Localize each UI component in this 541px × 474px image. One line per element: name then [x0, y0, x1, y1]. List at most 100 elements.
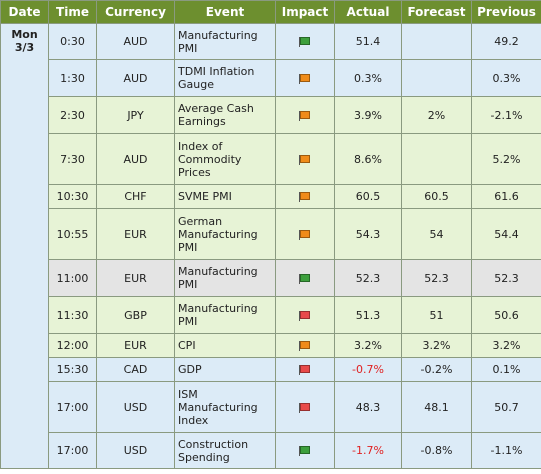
impact-cell	[275, 432, 335, 469]
previous-cell: 50.6	[471, 296, 541, 334]
table-row: 2:30 JPY Average Cash Earnings 3.9% 2% -2.1%	[0, 96, 541, 134]
event-cell[interactable]: TDMI Inflation Gauge	[174, 59, 276, 97]
table-row: 17:00 USD ISM Manufacturing Index 48.3 48.1 5…	[0, 381, 541, 433]
header-time[interactable]: Time	[48, 0, 97, 24]
actual-cell: -0.7%	[334, 357, 402, 382]
event-cell[interactable]: German Manufacturing PMI	[174, 208, 276, 260]
previous-cell: 0.1%	[471, 357, 541, 382]
impact-flag-icon	[299, 273, 311, 284]
time-cell: 12:00	[48, 333, 97, 358]
currency-cell: EUR	[96, 208, 175, 260]
actual-cell: -1.7%	[334, 432, 402, 469]
time-cell: 17:00	[48, 432, 97, 469]
impact-cell	[275, 333, 335, 358]
currency-cell: CHF	[96, 184, 175, 209]
forecast-cell	[401, 23, 472, 60]
event-cell[interactable]: Average Cash Earnings	[174, 96, 276, 134]
currency-cell: AUD	[96, 23, 175, 60]
currency-cell: CAD	[96, 357, 175, 382]
impact-flag-icon	[299, 154, 311, 165]
header-forecast[interactable]: Forecast	[401, 0, 472, 24]
table-row: 12:00 EUR CPI 3.2% 3.2% 3.2%	[0, 333, 541, 358]
table-row: 10:55 EUR German Manufacturing PMI 54.3 54 54…	[0, 208, 541, 260]
table-row: Mon 3/3 0:30 AUD Manufacturing PMI 51.4 49.2	[0, 23, 541, 469]
forecast-cell: 60.5	[401, 184, 472, 209]
impact-flag-icon	[299, 310, 311, 321]
impact-flag-icon	[299, 192, 311, 202]
event-cell[interactable]: ISM Manufacturing Index	[174, 381, 276, 433]
impact-cell	[275, 133, 335, 185]
actual-cell: 8.6%	[334, 133, 402, 185]
previous-cell: 5.2%	[471, 133, 541, 185]
forecast-cell: -0.2%	[401, 357, 472, 382]
header-date[interactable]: Date	[0, 0, 49, 24]
impact-cell	[275, 381, 335, 433]
time-cell: 17:00	[48, 381, 97, 433]
actual-cell: 3.9%	[334, 96, 402, 134]
event-cell[interactable]: Manufacturing PMI	[174, 23, 276, 60]
event-cell[interactable]: CPI	[174, 333, 276, 358]
previous-cell: -2.1%	[471, 96, 541, 134]
table-row: 17:00 USD Construction Spending -1.7% -0.8% -…	[0, 432, 541, 469]
header-previous[interactable]: Previous	[471, 0, 541, 24]
impact-flag-icon	[299, 37, 311, 47]
date-value: 3/3	[14, 41, 35, 54]
actual-cell: 51.3	[334, 296, 402, 334]
previous-cell: 54.4	[471, 208, 541, 260]
time-cell: 15:30	[48, 357, 97, 382]
header-impact[interactable]: Impact	[275, 0, 335, 24]
time-cell: 2:30	[48, 96, 97, 134]
impact-flag-icon	[299, 73, 311, 84]
currency-cell: AUD	[96, 133, 175, 185]
impact-cell	[275, 259, 335, 297]
time-cell: 11:00	[48, 259, 97, 297]
previous-cell: 0.3%	[471, 59, 541, 97]
forecast-cell: 51	[401, 296, 472, 334]
currency-cell: USD	[96, 432, 175, 469]
header-currency[interactable]: Currency	[96, 0, 175, 24]
forecast-cell: 3.2%	[401, 333, 472, 358]
event-cell[interactable]: Manufacturing PMI	[174, 259, 276, 297]
currency-cell: EUR	[96, 259, 175, 297]
previous-cell: -1.1%	[471, 432, 541, 469]
impact-cell	[275, 23, 335, 60]
impact-flag-icon	[299, 365, 311, 375]
table-body: Mon 3/3 0:30 AUD Manufacturing PMI 51.4 49.2 1:…	[0, 23, 541, 469]
impact-flag-icon	[299, 110, 311, 121]
time-cell: 0:30	[48, 23, 97, 60]
impact-cell	[275, 357, 335, 382]
table-row: 10:30 CHF SVME PMI 60.5 60.5 61.6	[0, 184, 541, 209]
event-cell[interactable]: Manufacturing PMI	[174, 296, 276, 334]
time-cell: 11:30	[48, 296, 97, 334]
actual-cell: 54.3	[334, 208, 402, 260]
table-row: 1:30 AUD TDMI Inflation Gauge 0.3% 0.3%	[0, 59, 541, 97]
event-cell[interactable]: GDP	[174, 357, 276, 382]
impact-cell	[275, 296, 335, 334]
header-event[interactable]: Event	[174, 0, 276, 24]
time-cell: 1:30	[48, 59, 97, 97]
date-day: Mon	[11, 28, 38, 41]
time-cell: 10:55	[48, 208, 97, 260]
impact-cell	[275, 59, 335, 97]
previous-cell: 49.2	[471, 23, 541, 60]
time-cell: 7:30	[48, 133, 97, 185]
forecast-cell	[401, 59, 472, 97]
actual-cell: 60.5	[334, 184, 402, 209]
previous-cell: 61.6	[471, 184, 541, 209]
table-row: 11:30 GBP Manufacturing PMI 51.3 51 50.6	[0, 296, 541, 334]
currency-cell: AUD	[96, 59, 175, 97]
event-cell[interactable]: Index of Commodity Prices	[174, 133, 276, 185]
event-cell[interactable]: Construction Spending	[174, 432, 276, 469]
time-cell: 10:30	[48, 184, 97, 209]
previous-cell: 3.2%	[471, 333, 541, 358]
actual-cell: 51.4	[334, 23, 402, 60]
table-row: 11:00 EUR Manufacturing PMI 52.3 52.3 52.3	[0, 259, 541, 297]
impact-flag-icon	[299, 446, 311, 456]
header-actual[interactable]: Actual	[334, 0, 402, 24]
event-cell[interactable]: SVME PMI	[174, 184, 276, 209]
forecast-cell: 48.1	[401, 381, 472, 433]
impact-cell	[275, 96, 335, 134]
impact-cell	[275, 184, 335, 209]
actual-cell: 3.2%	[334, 333, 402, 358]
